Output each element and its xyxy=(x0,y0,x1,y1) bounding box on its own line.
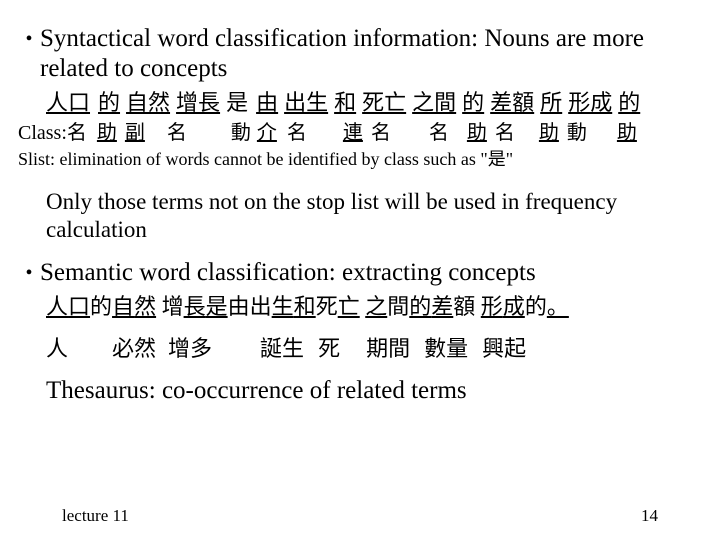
class-tag: 名 xyxy=(371,120,391,146)
class-tag: 助 xyxy=(97,120,117,146)
word-token: 所 xyxy=(540,88,562,118)
char-token: 人 xyxy=(46,294,68,319)
word-token: 自然 xyxy=(126,88,170,118)
char-token: 成 xyxy=(503,294,525,319)
synonym-token: 興起 xyxy=(482,334,526,364)
word-token: 的 xyxy=(618,88,640,118)
char-token: 出 xyxy=(250,294,272,319)
char-token: 是 xyxy=(206,294,228,319)
bullet-dot-icon: • xyxy=(18,24,40,54)
class-tag: 動 xyxy=(231,120,251,146)
word-token: 和 xyxy=(334,88,356,118)
char-token: 的 xyxy=(525,294,547,319)
char-token: 自 xyxy=(112,294,134,319)
class-tag: 名 xyxy=(67,120,87,146)
class-tag: 助 xyxy=(539,120,559,146)
word-token: 的 xyxy=(98,88,120,118)
footer-right: 14 xyxy=(641,506,658,526)
slide: • Syntactical word classification inform… xyxy=(0,0,720,540)
class-tag: 助 xyxy=(617,120,637,146)
footer-left: lecture 11 xyxy=(62,506,129,526)
word-token: 死亡 xyxy=(362,88,406,118)
word-token: 是 xyxy=(226,88,248,118)
class-tag: 名 xyxy=(429,120,449,146)
bullet-1-text: Syntactical word classification informat… xyxy=(40,24,702,84)
word-token: 形成 xyxy=(568,88,612,118)
char-token: 的 xyxy=(409,294,431,319)
class-tag: 連 xyxy=(343,120,363,146)
char-token: 口 xyxy=(68,294,90,319)
class-tag: 助 xyxy=(467,120,487,146)
class-row: Class:名助副名動介名連名名助名助動助 xyxy=(18,120,702,146)
char-token: 然 xyxy=(134,294,156,319)
char-token: 生 xyxy=(272,294,294,319)
class-tags: 名助副名動介名連名名助名助動助 xyxy=(67,122,637,144)
class-tag: 動 xyxy=(567,120,587,146)
class-tag: 名 xyxy=(167,120,187,146)
char-token: 的 xyxy=(90,294,112,319)
chinese-sentence-1: 人口的自然增長是由出生和死亡之間的差額所形成的 xyxy=(46,88,702,118)
class-tag: 名 xyxy=(495,120,515,146)
char-token: 。 xyxy=(547,294,569,319)
bullet-2: • Semantic word classification: extracti… xyxy=(18,258,702,288)
word-token: 人口 xyxy=(46,88,90,118)
thesaurus-line: Thesaurus: co-occurrence of related term… xyxy=(46,376,702,406)
class-tag: 介 xyxy=(257,120,277,146)
word-token: 差額 xyxy=(490,88,534,118)
synonym-token: 誕生 xyxy=(260,334,304,364)
bullet-dot-icon: • xyxy=(18,258,40,288)
class-label: Class: xyxy=(18,122,67,144)
chinese-sentence-2: 人口的自然 增長是由出生和死亡 之間的差額 形成的。 xyxy=(46,292,702,322)
bullet-2-text: Semantic word classification: extracting… xyxy=(40,258,536,288)
word-token: 增長 xyxy=(176,88,220,118)
word-token: 之間 xyxy=(412,88,456,118)
char-token: 亡 xyxy=(338,294,360,319)
synonym-token: 期間 xyxy=(366,334,410,364)
stoplist-note: Only those terms not on the stop list wi… xyxy=(46,188,702,244)
word-token: 的 xyxy=(462,88,484,118)
synonym-token: 增多 xyxy=(168,334,212,364)
char-token: 額 xyxy=(453,294,475,319)
synonym-token: 人 xyxy=(46,334,68,364)
char-token: 之 xyxy=(365,294,387,319)
synonym-token: 死 xyxy=(318,334,340,364)
char-token: 和 xyxy=(294,294,316,319)
char-token: 差 xyxy=(431,294,453,319)
synonym-token: 數量 xyxy=(424,334,468,364)
char-token: 由 xyxy=(228,294,250,319)
char-token: 間 xyxy=(387,294,409,319)
word-token: 出生 xyxy=(284,88,328,118)
char-token: 長 xyxy=(184,294,206,319)
class-tag: 副 xyxy=(125,120,145,146)
slist-line: Slist: elimination of words cannot be id… xyxy=(18,148,702,170)
bullet-1: • Syntactical word classification inform… xyxy=(18,24,702,84)
class-tag: 名 xyxy=(287,120,307,146)
word-token: 由 xyxy=(256,88,278,118)
synonym-token: 必然 xyxy=(112,334,156,364)
footer: lecture 11 14 xyxy=(0,506,720,526)
char-token: 形 xyxy=(481,294,503,319)
char-token: 增 xyxy=(162,294,184,319)
char-token: 死 xyxy=(316,294,338,319)
synonym-row: 人 必然增多 誕生死期間數量興起 xyxy=(46,334,702,364)
